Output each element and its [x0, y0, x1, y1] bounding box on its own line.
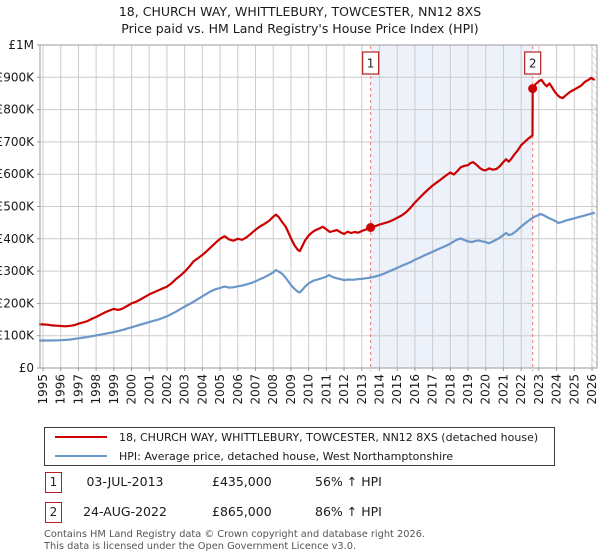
footer-line-1: Contains HM Land Registry data © Crown c… — [44, 529, 426, 540]
sale-annotation-row-1: 1 03-JUL-2013 £435,000 56% ↑ HPI — [44, 472, 564, 494]
svg-text:2020: 2020 — [479, 374, 493, 405]
svg-text:1997: 1997 — [71, 374, 85, 405]
sale-1-hpi-change: 56% ↑ HPI — [315, 474, 382, 489]
x-axis-labels: 1995 1996 1997 1998 1999 2000 2001 2002 2003 2004… — [36, 368, 599, 405]
svg-text:£300K: £300K — [0, 264, 35, 278]
svg-text:£0: £0 — [19, 361, 34, 375]
svg-text:£500K: £500K — [0, 200, 35, 214]
svg-text:2003: 2003 — [178, 374, 192, 405]
svg-text:2: 2 — [529, 57, 537, 71]
sale-point-dot-2 — [528, 84, 538, 94]
legend-item-hpi: HPI: Average price, detached house, West… — [45, 447, 554, 466]
svg-text:1995: 1995 — [36, 374, 50, 405]
hpi-line — [38, 211, 595, 342]
svg-text:2008: 2008 — [266, 374, 280, 405]
svg-text:2009: 2009 — [284, 374, 298, 405]
price-paid-line-swatch — [55, 436, 107, 438]
svg-text:2014: 2014 — [372, 374, 386, 405]
svg-text:2011: 2011 — [319, 374, 333, 405]
svg-text:2022: 2022 — [514, 374, 528, 405]
svg-text:2002: 2002 — [160, 374, 174, 405]
svg-text:2023: 2023 — [532, 374, 546, 405]
svg-text:1: 1 — [367, 57, 375, 71]
sale-annotation-row-2: 2 24-AUG-2022 £865,000 86% ↑ HPI — [44, 502, 564, 524]
svg-text:2005: 2005 — [213, 374, 227, 405]
sale-1-date: 03-JUL-2013 — [86, 474, 164, 489]
svg-text:2006: 2006 — [231, 374, 245, 405]
svg-text:2000: 2000 — [125, 374, 139, 405]
page-subtitle: Price paid vs. HM Land Registry's House … — [121, 21, 479, 36]
svg-text:£900K: £900K — [0, 70, 35, 84]
svg-text:£100K: £100K — [0, 329, 35, 343]
legend-label-price-paid: 18, CHURCH WAY, WHITTLEBURY, TOWCESTER, … — [119, 431, 539, 444]
licence-footer: Contains HM Land Registry data © Crown c… — [44, 529, 425, 553]
svg-text:2010: 2010 — [302, 374, 316, 405]
svg-text:2001: 2001 — [142, 374, 156, 405]
legend-box: 18, CHURCH WAY, WHITTLEBURY, TOWCESTER, … — [44, 427, 555, 466]
svg-text:2004: 2004 — [195, 374, 209, 405]
svg-text:£800K: £800K — [0, 103, 35, 117]
svg-text:2021: 2021 — [496, 374, 510, 405]
svg-text:2024: 2024 — [550, 374, 564, 405]
svg-text:2016: 2016 — [408, 374, 422, 405]
price-paid-line — [38, 76, 595, 328]
sale-1-index-box: 1 — [45, 472, 62, 493]
svg-text:2007: 2007 — [249, 374, 263, 405]
svg-text:2012: 2012 — [337, 374, 351, 405]
sale-2-index-box: 2 — [45, 502, 62, 523]
svg-text:1996: 1996 — [54, 374, 68, 405]
svg-text:£400K: £400K — [0, 232, 35, 246]
svg-text:2018: 2018 — [443, 374, 457, 405]
legend-label-hpi: HPI: Average price, detached house, West… — [119, 450, 454, 463]
sale-2-hpi-change: 86% ↑ HPI — [315, 504, 382, 519]
y-axis-labels: £0 £100K £200K £300K £400K £500K £600K £700K £80… — [0, 38, 40, 375]
svg-text:2017: 2017 — [426, 374, 440, 405]
sale-marker-label-2: 2 — [524, 51, 542, 75]
svg-text:2015: 2015 — [390, 374, 404, 405]
future-hatch-region — [590, 45, 597, 368]
sale-2-date: 24-AUG-2022 — [83, 504, 167, 519]
sale-marker-label-1: 1 — [362, 51, 380, 75]
svg-text:1998: 1998 — [89, 374, 103, 405]
svg-text:£1M: £1M — [8, 38, 34, 52]
page-title: 18, CHURCH WAY, WHITTLEBURY, TOWCESTER, … — [118, 4, 482, 19]
svg-text:1999: 1999 — [107, 374, 121, 405]
svg-text:2025: 2025 — [567, 374, 581, 405]
svg-text:£200K: £200K — [0, 296, 35, 310]
sale-2-price: £865,000 — [212, 504, 272, 519]
legend-item-price-paid: 18, CHURCH WAY, WHITTLEBURY, TOWCESTER, … — [45, 428, 554, 447]
svg-text:2019: 2019 — [461, 374, 475, 405]
svg-text:£600K: £600K — [0, 167, 35, 181]
sale-point-dot-1 — [366, 222, 376, 232]
price-chart: £0 £100K £200K £300K £400K £500K £600K £700K £80… — [0, 38, 599, 405]
svg-text:2013: 2013 — [355, 374, 369, 405]
svg-text:2026: 2026 — [585, 374, 599, 405]
svg-text:£700K: £700K — [0, 135, 35, 149]
footer-line-2: This data is licensed under the Open Gov… — [44, 541, 357, 552]
sale-1-price: £435,000 — [212, 474, 272, 489]
hpi-line-swatch — [55, 455, 107, 457]
